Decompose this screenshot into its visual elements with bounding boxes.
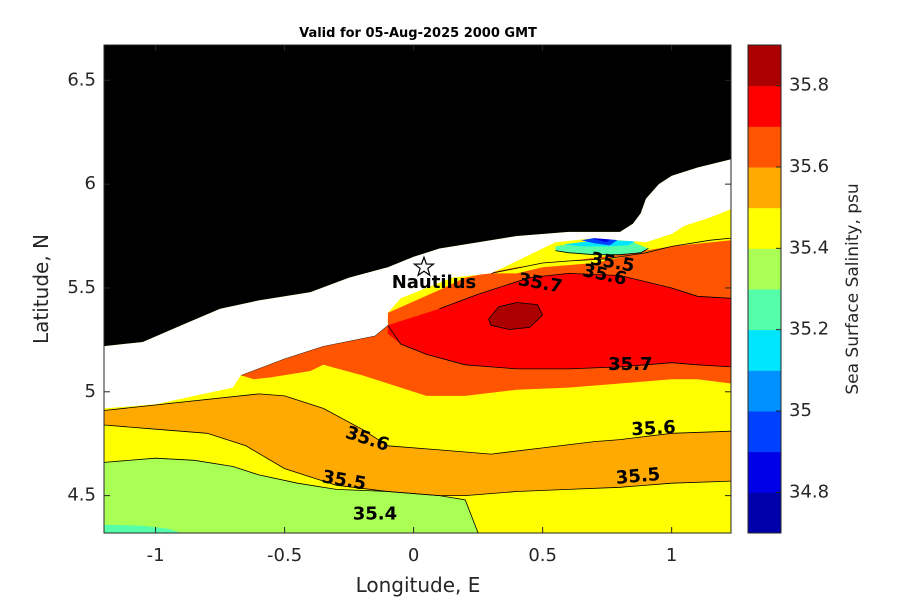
colorbar-swatch-11 [748, 45, 781, 87]
land-area [104, 45, 731, 347]
colorbar-tick-label-5: 35.8 [789, 75, 829, 96]
salinity-band-2 [104, 393, 731, 496]
contour-label-4: 35.6 [631, 417, 676, 440]
x-tick-label-1: -0.5 [267, 545, 302, 566]
colorbar-swatch-10 [748, 85, 781, 127]
x-tick-label-3: 0.5 [528, 545, 557, 566]
y-axis-label: Latitude, N [29, 234, 53, 344]
contour-line-6 [490, 237, 731, 274]
contour-line-4 [439, 272, 731, 310]
colorbar [748, 45, 781, 534]
salinity-band-1 [104, 524, 182, 533]
contour-line-2 [104, 393, 731, 455]
contour-label-3: 35.5 [615, 464, 661, 489]
colorbar-tick-label-1: 35 [789, 400, 812, 421]
colorbar-tick-label-3: 35.4 [789, 237, 829, 258]
plot-area: 35.435.535.635.535.635.735.7 35.635.5 [104, 45, 731, 533]
contour-label-5: 35.7 [608, 354, 652, 375]
salinity-band-0 [104, 458, 479, 533]
colorbar-swatch-0 [748, 492, 781, 534]
colorbar-swatch-9 [748, 126, 781, 168]
station-label: Nautilus [392, 272, 477, 293]
marker-layer: Nautilus [392, 255, 477, 293]
y-tick-label-3: 6 [85, 173, 96, 194]
colorbar-swatch-5 [748, 289, 781, 331]
y-axis-ticks: 4.5 5 5.5 6 6.5 [67, 69, 731, 506]
salinity-bands [104, 229, 731, 533]
x-tick-label-0: -1 [147, 545, 165, 566]
colorbar-tick-label-0: 34.8 [789, 481, 829, 502]
salinity-band-5 [387, 273, 731, 369]
x-axis-ticks: -1 -0.5 0 0.5 1 [147, 45, 677, 566]
colorbar-tick-label-4: 35.6 [789, 156, 829, 177]
y-tick-label-0: 4.5 [67, 485, 96, 506]
contour-line-8 [488, 302, 544, 330]
contour-line-3 [387, 325, 731, 370]
y-tick-label-1: 5 [85, 381, 96, 402]
x-tick-label-4: 1 [666, 545, 677, 566]
colorbar-swatch-1 [748, 451, 781, 493]
y-tick-label-4: 6.5 [67, 69, 96, 90]
contour-line-7 [555, 248, 649, 256]
colorbar-swatch-6 [748, 248, 781, 290]
plot-frame [103, 44, 732, 534]
colorbar-swatch-4 [748, 329, 781, 371]
colorbar-swatch-2 [748, 411, 781, 453]
contour-line-0 [104, 457, 479, 533]
chart-title: Valid for 05-Aug-2025 2000 GMT [299, 26, 537, 41]
station-star-icon [412, 255, 436, 277]
colorbar-ticks: 34.8 35 35.2 35.4 35.6 35.8 [776, 75, 829, 502]
contour-line-1 [104, 424, 731, 496]
x-tick-label-2: 0 [408, 545, 419, 566]
contour-label-0: 35.4 [353, 503, 397, 524]
land-mask [104, 45, 731, 409]
colorbar-frame [747, 44, 782, 534]
y-tick-label-2: 5.5 [67, 277, 96, 298]
colorbar-label: Sea Surface Salinity, psu [843, 183, 863, 394]
colorbar-swatch-3 [748, 370, 781, 412]
no-data-strip [104, 159, 731, 409]
colorbar-swatch-8 [748, 167, 781, 209]
x-axis-label: Longitude, E [356, 573, 481, 597]
colorbar-swatch-7 [748, 207, 781, 249]
salinity-band-6 [488, 302, 543, 330]
colorbar-tick-label-2: 35.2 [789, 319, 829, 340]
